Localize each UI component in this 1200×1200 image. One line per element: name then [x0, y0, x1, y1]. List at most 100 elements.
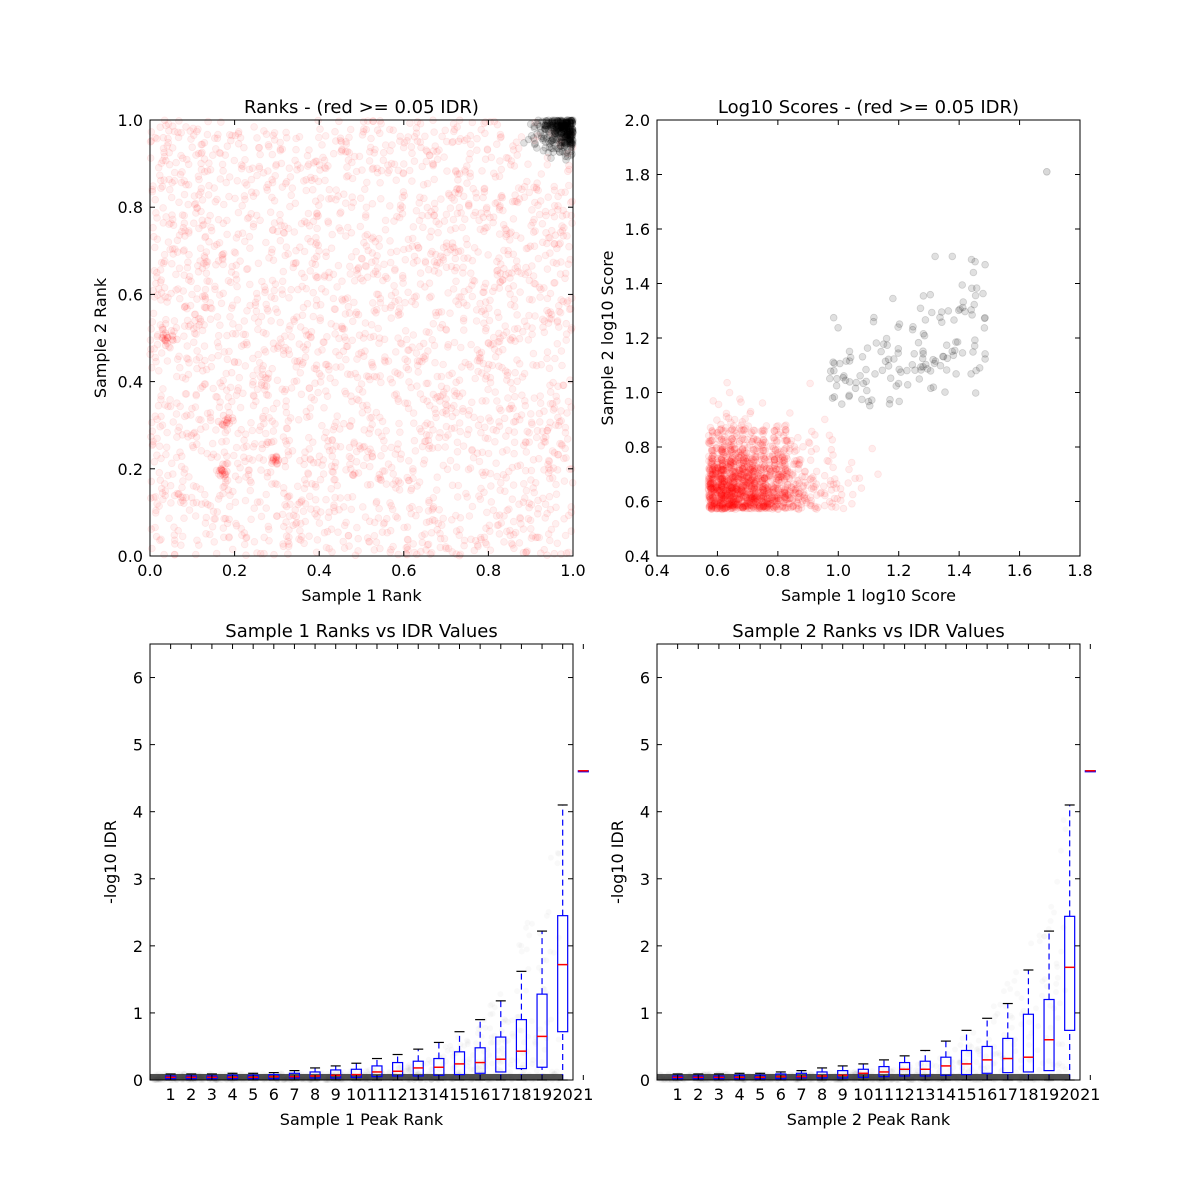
scatter-point — [257, 512, 266, 521]
scatter-point — [324, 442, 332, 451]
scatter-point — [322, 248, 330, 257]
scatter-point — [204, 117, 212, 126]
scatter-point — [237, 342, 246, 350]
scatter-point — [239, 162, 247, 171]
scatter-point — [321, 387, 330, 395]
scatter-point — [509, 481, 518, 489]
scatter-point — [809, 485, 818, 493]
scatter-point — [563, 167, 572, 176]
scatter-point — [368, 413, 376, 422]
scatter-point — [150, 457, 159, 466]
scatter-point — [401, 255, 410, 264]
scatter-point — [487, 482, 495, 490]
scatter-point — [538, 427, 547, 436]
scatter-point — [359, 117, 368, 126]
scatter-point — [513, 311, 521, 319]
scatter-point — [958, 349, 967, 357]
scatter-point — [939, 352, 948, 361]
scatter-point — [257, 466, 265, 474]
scatter-point — [421, 283, 429, 291]
scatter-point — [735, 494, 744, 503]
scatter-point — [180, 271, 189, 280]
x-tick-label: 1.0 — [826, 561, 851, 580]
scatter-point — [825, 374, 834, 383]
scatter-point — [300, 273, 309, 282]
y-tick-label: 1.2 — [625, 329, 650, 348]
scatter-point — [154, 401, 163, 410]
scatter-point — [219, 249, 228, 258]
scatter-point — [297, 532, 306, 541]
scatter-point — [363, 454, 371, 462]
scatter-point — [807, 427, 816, 436]
scatter-point — [433, 473, 442, 482]
scatter-point — [485, 527, 494, 535]
scatter-point — [466, 363, 475, 371]
scatter-point — [837, 400, 846, 408]
scatter-point — [315, 519, 324, 527]
scatter-point — [158, 421, 167, 430]
scatter-point — [452, 527, 461, 535]
scatter-point — [179, 287, 188, 295]
scatter-point — [153, 268, 161, 277]
y-tick-label: 1.6 — [625, 220, 650, 239]
scatter-point — [226, 491, 234, 500]
scatter-point — [296, 519, 305, 528]
scatter-point — [350, 438, 358, 447]
scatter-point — [206, 166, 215, 174]
scatter-point — [416, 269, 425, 277]
scatter-point — [214, 470, 223, 478]
scatter-point — [214, 342, 223, 351]
scatter-point — [429, 502, 438, 511]
scatter-point — [408, 177, 416, 185]
scatter-point — [222, 369, 231, 378]
scatter-point — [180, 469, 189, 477]
scatter-point — [554, 323, 563, 331]
scatter-point — [328, 446, 337, 454]
scatter-point — [408, 297, 416, 306]
scatter-point — [292, 134, 300, 143]
scatter-point — [286, 202, 294, 211]
scatter-point — [378, 417, 387, 426]
scatter-point — [521, 401, 530, 410]
scatter-point — [549, 464, 558, 472]
scatter-point — [220, 200, 228, 209]
scatter-point — [282, 502, 291, 511]
scatter-point — [368, 165, 377, 174]
scatter-point — [162, 213, 170, 221]
scatter-point — [400, 191, 409, 200]
scatter-point — [304, 160, 313, 169]
scatter-point — [282, 440, 291, 449]
scatter-point — [240, 540, 249, 549]
scatter-point — [496, 486, 505, 495]
scatter-point — [516, 234, 525, 242]
scatter-point — [559, 232, 568, 240]
scatter-point — [545, 131, 554, 140]
scatter-point — [203, 130, 212, 139]
scatter-point — [149, 182, 157, 190]
scatter-point — [334, 261, 343, 270]
scatter-point — [862, 365, 870, 374]
scatter-point — [473, 134, 481, 143]
scatter-point — [368, 200, 377, 208]
scatter-point — [421, 437, 430, 446]
scatter-point — [543, 426, 552, 435]
scatter-point — [214, 215, 223, 224]
scatter-point — [459, 314, 468, 323]
scatter-point — [747, 490, 755, 499]
scatter-point — [413, 241, 422, 250]
scatter-point — [868, 444, 876, 453]
scatter-point — [335, 425, 344, 433]
scatter-point — [556, 851, 562, 857]
scatter-point — [321, 176, 329, 185]
scatter-point — [195, 224, 203, 233]
scatter-point — [332, 363, 340, 371]
scatter-point — [305, 412, 314, 421]
scatter-point — [536, 399, 545, 408]
scatter-point — [466, 464, 475, 472]
scatter-point — [722, 503, 730, 512]
scatter-point — [257, 312, 266, 321]
scatter-point — [223, 355, 232, 364]
scatter-point — [393, 369, 402, 378]
y-tick-label: 1.0 — [625, 384, 650, 403]
scatter-point — [192, 323, 201, 331]
